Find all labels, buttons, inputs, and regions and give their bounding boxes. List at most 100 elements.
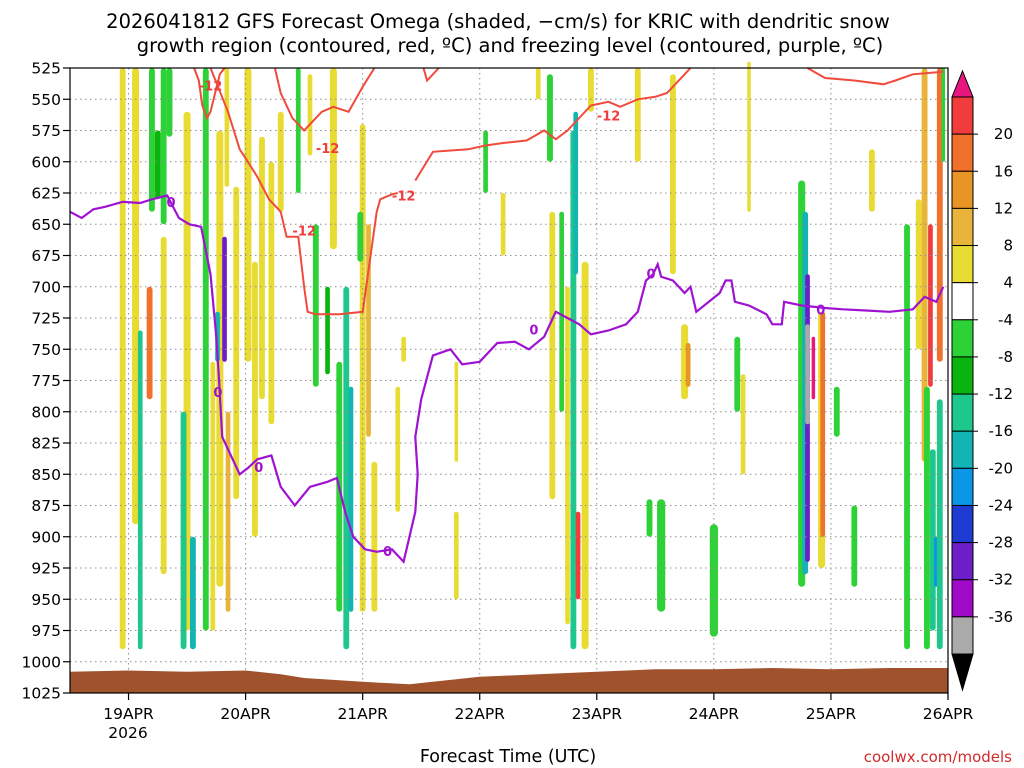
freezing-level-label: 0 [529,324,538,339]
omega-patch [547,74,553,162]
colorbar-label: -8 [998,348,1013,366]
y-axis: 525 550 575 600 625 650 675 700 725 750 775 800 825 8… [22,60,70,703]
colorbar-bottom-arrow [951,653,974,692]
colorbar-box [951,245,974,284]
y-tick-label: 600 [31,153,61,171]
omega-patch [225,411,231,612]
omega-patch [581,261,589,650]
y-tick-label: 700 [31,278,61,296]
omega-patch [549,211,556,500]
omega-patch [295,68,301,193]
omega-patch [500,193,506,256]
colorbar-box [951,467,974,506]
omega-patch [921,68,928,462]
omega-patch [137,330,143,650]
omega-patch [868,149,875,212]
x-tick-label: 25APR [806,705,857,723]
omega-patch [189,536,196,650]
omega-patch [210,361,216,631]
dgz-contour-label: -12 [292,225,316,240]
y-tick-label: 775 [31,372,61,390]
x-tick-label: 23APR [572,705,623,723]
x-tick-label: 26APR [923,705,974,723]
y-tick-label: 875 [31,497,61,515]
y-tick-label: 850 [31,466,61,484]
omega-patch [357,211,364,262]
ground-layer [70,668,948,693]
colorbar-box [951,170,974,209]
dgz-contour-label: -12 [392,190,416,205]
omega-patch [371,461,378,612]
omega-patch [915,199,922,350]
omega-patch [252,261,258,537]
x-tick-label: 24APR [689,705,740,723]
y-tick-label: 525 [31,60,61,78]
y-tick-label: 950 [31,591,61,609]
x-tick-label: 19APR [103,705,154,723]
y-tick-label: 825 [31,435,61,453]
omega-patch [325,286,330,375]
omega-patch [154,130,161,200]
omega-patch [928,224,933,387]
omega-patch [588,68,594,112]
freezing-level-line [69,194,945,565]
colorbar-box [951,207,974,247]
freezing-level-label: 0 [816,304,825,319]
ground-fill [70,668,948,693]
y-tick-label: 675 [31,247,61,265]
colorbar-box [951,356,974,395]
x-axis-title: Forecast Time (UTC) [420,747,596,767]
chart-title-line2: growth region (contoured, red, ºC) and f… [137,34,884,57]
colorbar-label: -4 [998,311,1013,329]
omega-patch [160,236,167,575]
omega-patch [180,411,187,650]
omega-patch [329,68,337,250]
omega-patch [740,374,746,475]
x-tick-label: 22APR [455,705,506,723]
freezing-level-label: 0 [383,545,392,560]
omega-patch [312,224,319,387]
omega-patch [646,499,653,537]
colorbar-label: 16 [994,162,1013,180]
omega-patch [657,499,666,612]
colorbar-box [951,319,974,358]
omega-patch [160,68,167,225]
omega-patch [307,74,313,156]
colorbar-box [951,430,974,469]
dgz-contour-label: -12 [316,142,340,157]
omega-patch [348,386,354,612]
colorbar-top-arrow [951,69,974,98]
dgz-contour-line [273,67,376,132]
omega-patch [395,386,401,512]
omega-patch [244,68,252,362]
omega-patch [259,136,265,400]
dgz-contour-line [209,67,399,316]
omega-patch [233,186,240,500]
dgz-contour-label: -12 [597,110,621,125]
colorbar-box [951,393,974,432]
omega-patch [132,68,140,525]
colorbar-box [951,504,974,544]
omega-patch [669,74,676,275]
colorbar-box [951,96,974,135]
y-tick-label: 725 [31,310,61,328]
omega-patch [166,68,173,137]
colorbar-label: -16 [989,422,1014,440]
omega-patch [401,336,406,362]
colorbar-label: -12 [989,385,1014,403]
omega-patch [343,286,350,650]
omega-patch [936,68,943,362]
colorbar-label: -20 [989,459,1014,477]
omega-patch [453,511,459,600]
omega-patch [811,336,816,400]
freezing-level-label: 0 [213,386,222,401]
x-axis: 19APR 20APR 21APR 22APR 23APR 24APR 25APR 26APR [103,693,973,723]
colorbar-box [951,542,974,581]
omega-patch [559,211,565,412]
omega-patch [119,68,126,650]
dgz-contour-line [807,67,944,86]
omega-patch [936,399,943,650]
dgz-contours: -12-12-12-12-12 [193,67,944,316]
colorbar-box [951,579,974,618]
